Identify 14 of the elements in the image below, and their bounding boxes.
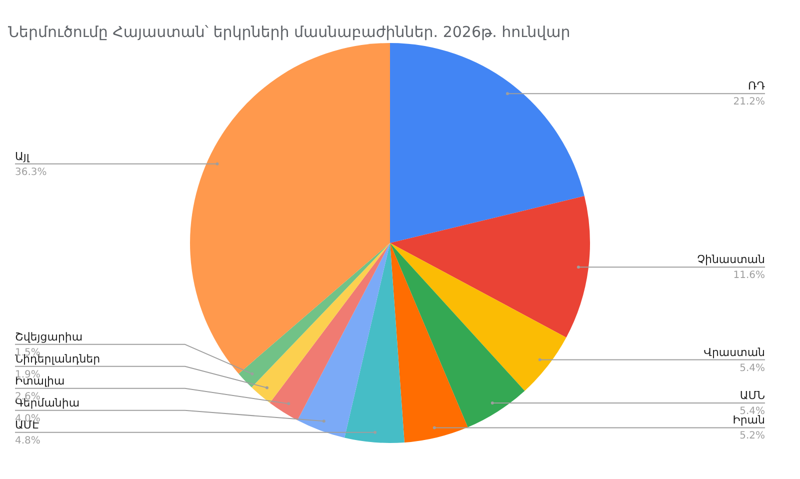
slice-label: Շվեյցարիա <box>15 330 83 344</box>
slice-label: ԱՄՆ <box>740 389 765 402</box>
slice-label: Վրաստան <box>704 346 765 359</box>
data-label: 36.3% <box>15 166 47 178</box>
data-label: 21.2% <box>733 96 765 108</box>
data-label: 4.8% <box>15 435 40 446</box>
slice-label: ՌԴ <box>748 80 765 93</box>
data-label: 5.4% <box>740 362 765 374</box>
chart-title: Ներմուծումը Հայաստան՝ երկրների մասնաբաժիններ. 2026թ. հունվար <box>8 23 570 41</box>
slice-label: Իրան <box>732 414 765 427</box>
slice-label: Չինաստան <box>697 253 765 266</box>
data-label: 5.2% <box>740 430 765 442</box>
data-label: 11.6% <box>733 270 765 282</box>
slice-label: Այլ <box>15 150 30 163</box>
